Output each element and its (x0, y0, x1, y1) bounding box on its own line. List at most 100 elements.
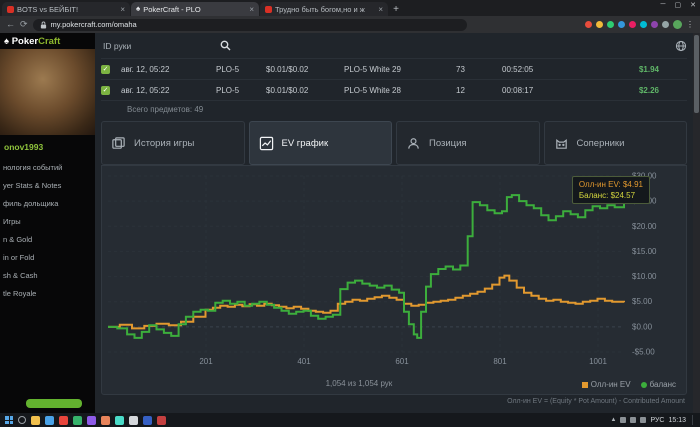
sidebar-item-rush-cash[interactable]: sh & Cash (3, 270, 38, 280)
extension-icon[interactable] (629, 21, 636, 28)
svg-text:$10.00: $10.00 (632, 272, 657, 281)
new-tab-button[interactable]: + (393, 4, 399, 15)
language-indicator[interactable]: РУС (650, 416, 665, 424)
browser-tab-1[interactable]: BOTS vs БЕЙБІТ! × (2, 2, 130, 16)
browser-tabstrip: BOTS vs БЕЙБІТ! × ♠ PokerCraft - PLO × Т… (0, 0, 700, 16)
sidebar-item-battle-royale[interactable]: tle Royale (3, 288, 37, 298)
scrollbar-thumb[interactable] (694, 35, 699, 113)
cat-icon (555, 138, 567, 149)
taskbar-app-icon[interactable] (157, 415, 166, 425)
taskbar-app-icon[interactable] (101, 415, 110, 425)
tray-icon[interactable] (620, 417, 627, 423)
tray-icon[interactable] (630, 417, 637, 423)
sidebar-item-staking-profile[interactable]: филь дольщика (3, 198, 59, 208)
browser-addressbar: ← ⟳ my.pokercraft.com/omaha ⋮ (0, 16, 700, 33)
table-row[interactable]: ✓ авг. 12, 05:22 PLO-5 $0.01/$0.02 PLO-5… (101, 58, 687, 79)
legend-item-ev[interactable]: Олл-ин EV (581, 380, 631, 389)
ev-swatch-icon (581, 381, 588, 388)
taskbar-search-icon[interactable] (18, 416, 26, 424)
svg-text:601: 601 (395, 357, 409, 366)
tray-icon[interactable] (640, 417, 647, 423)
pokercraft-logo[interactable]: ♠ PokerCraft (4, 36, 61, 47)
browser-menu-icon[interactable]: ⋮ (686, 19, 694, 29)
row-checkbox[interactable]: ✓ (101, 64, 121, 74)
hand-id-search-input[interactable]: ID руки (101, 40, 233, 51)
cell-game: PLO-5 (216, 64, 240, 74)
start-button[interactable] (5, 416, 13, 424)
username[interactable]: onov1993 (4, 142, 44, 152)
taskbar-app-icon[interactable] (45, 415, 54, 425)
extension-icon[interactable] (662, 21, 669, 28)
taskbar-app-icon[interactable] (129, 415, 138, 425)
sidebar-item-player-stats[interactable]: yer Stats & Notes (3, 180, 62, 190)
cell-stakes: $0.01/$0.02 (266, 64, 309, 74)
taskbar-app-icon[interactable] (143, 415, 152, 425)
taskbar-app-icon[interactable] (87, 415, 96, 425)
cell-date: авг. 12, 05:22 (121, 64, 170, 74)
row-checkbox[interactable]: ✓ (101, 85, 121, 95)
show-desktop-button[interactable] (692, 415, 695, 425)
tab-ev-graph[interactable]: EV график (248, 121, 392, 165)
legend-label: Олл-ин EV (590, 380, 631, 389)
tab-title: PokerCraft - PLO (143, 4, 201, 14)
extension-icon[interactable] (651, 21, 658, 28)
logo-spade-icon: ♠ (4, 36, 10, 47)
browser-tab-2-active[interactable]: ♠ PokerCraft - PLO × (131, 2, 259, 16)
extension-icon[interactable] (640, 21, 647, 28)
main-content: ID руки ✓ авг. 12, 05:22 PLO-5 $0.01/$0.… (95, 33, 693, 413)
tab-label: EV график (281, 137, 329, 149)
taskbar-app-icon[interactable] (59, 415, 68, 425)
profile-avatar[interactable] (0, 49, 95, 135)
extension-icon[interactable] (607, 21, 614, 28)
maximize-icon[interactable]: ▢ (674, 2, 682, 9)
clock[interactable]: 15:13 (668, 416, 686, 424)
taskbar-app-icon[interactable] (73, 415, 82, 425)
ev-chart[interactable]: $30.00$25.00$20.00$15.00$10.00$5.00$0.00… (108, 172, 674, 370)
close-icon[interactable]: ✕ (690, 2, 696, 9)
minimize-icon[interactable]: ─ (660, 1, 666, 8)
globe-icon[interactable] (675, 40, 687, 52)
sidebar-nav: нология событий yer Stats & Notes филь д… (0, 158, 95, 302)
tab-opponents[interactable]: Соперники (543, 121, 687, 165)
lock-icon (40, 21, 46, 28)
sidebar-item-timeline[interactable]: нология событий (3, 162, 63, 172)
extension-icon[interactable] (585, 21, 592, 28)
tab-close-icon[interactable]: × (249, 4, 254, 14)
url-field[interactable]: my.pokercraft.com/omaha (32, 18, 467, 31)
tab-close-icon[interactable]: × (378, 4, 383, 14)
section-tabs: История игры EV график Позиция (101, 121, 687, 165)
sidebar-item-spin-gold[interactable]: n & Gold (3, 234, 33, 244)
legend-item-balance[interactable]: баланс (640, 380, 676, 389)
tab-game-history[interactable]: История игры (101, 121, 245, 165)
sidebar-item-allin-or-fold[interactable]: in or Fold (3, 252, 35, 262)
taskbar-app-icon[interactable] (31, 415, 40, 425)
tab-position[interactable]: Позиция (396, 121, 540, 165)
spade-favicon: ♠ (136, 4, 141, 13)
cell-duration: 00:52:05 (502, 64, 534, 74)
back-icon[interactable]: ← (6, 19, 15, 29)
reload-icon[interactable]: ⟳ (20, 19, 28, 29)
search-icon[interactable] (220, 40, 231, 51)
extension-icons: ⋮ (585, 20, 694, 29)
windows-taskbar: ▲ РУС 15:13 (0, 413, 700, 427)
tooltip-ev-value: Олл-ин EV: $4.91 (578, 180, 643, 189)
sidebar-item-my-games[interactable]: Игры (3, 216, 21, 226)
window-controls: ─ ▢ ✕ (661, 1, 696, 9)
svg-text:201: 201 (199, 357, 213, 366)
legend-label: баланс (649, 380, 676, 389)
taskbar-app-icon[interactable] (115, 415, 124, 425)
browser-profile-avatar[interactable] (673, 20, 682, 29)
scrollbar[interactable] (693, 33, 700, 413)
tab3-favicon (265, 5, 272, 13)
tray-expand-icon[interactable]: ▲ (610, 417, 617, 423)
balance-swatch-icon (640, 381, 647, 388)
sidebar: ♠ PokerCraft onov1993 нология событий ye… (0, 33, 95, 413)
sidebar-green-badge (26, 399, 82, 408)
extension-icon[interactable] (618, 21, 625, 28)
table-row[interactable]: ✓ авг. 12, 05:22 PLO-5 $0.01/$0.02 PLO-5… (101, 79, 687, 101)
tab-close-icon[interactable]: × (120, 4, 125, 14)
extension-icon[interactable] (596, 21, 603, 28)
browser-tab-3[interactable]: Трудно быть богом,но и ж × (260, 2, 388, 16)
tab-label: Позиция (429, 137, 467, 149)
